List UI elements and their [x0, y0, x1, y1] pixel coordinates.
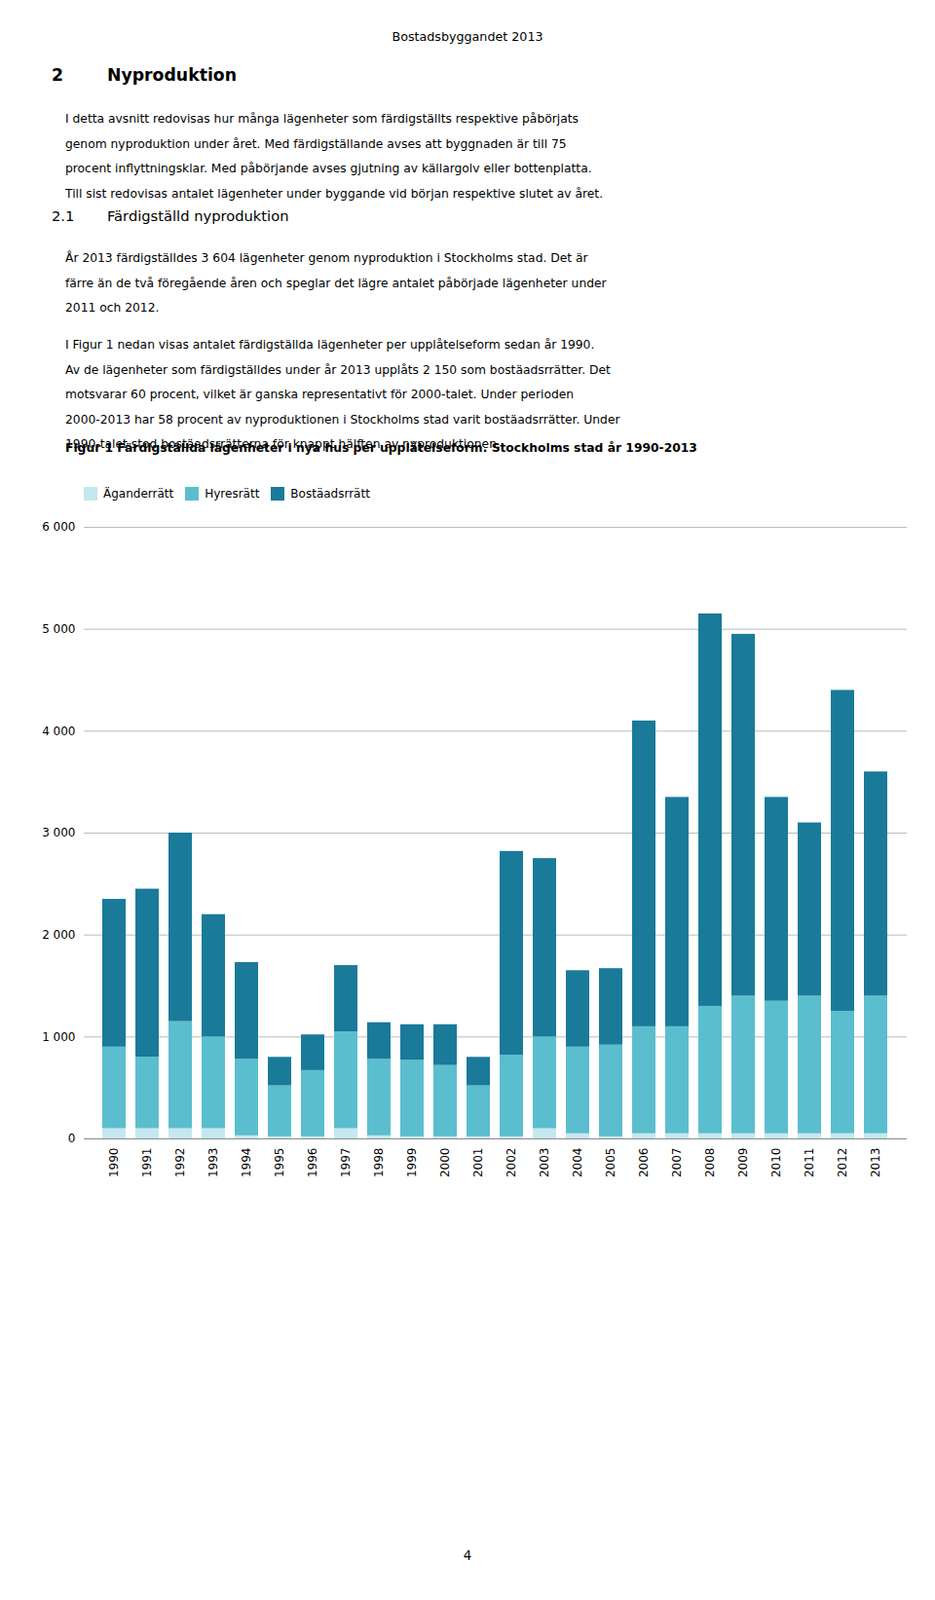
svg-text:2004: 2004 — [570, 1148, 585, 1179]
svg-text:1998: 1998 — [372, 1148, 386, 1179]
svg-text:1 000: 1 000 — [41, 1030, 75, 1045]
html-text:motsvarar 60 procent, vilket ä: motsvarar 60 procent, vilket är ganska r… — [65, 387, 574, 402]
html-text:I Figur 1 nedan visas antalet: I Figur 1 nedan visas antalet färdigstäl… — [65, 338, 595, 352]
html-text:genom nyproduktion under året.: genom nyproduktion under året. Med färdi… — [65, 136, 567, 151]
svg-text:1999: 1999 — [405, 1148, 419, 1179]
html-text:procent inflyttningsklar. Med: procent inflyttningsklar. Med påbörjande… — [65, 161, 592, 176]
svg-text:2 000: 2 000 — [41, 928, 75, 942]
svg-text:1990: 1990 — [107, 1148, 121, 1179]
svg-text:2010: 2010 — [769, 1148, 784, 1179]
svg-text:1992: 1992 — [173, 1148, 187, 1179]
svg-text:2000: 2000 — [438, 1148, 452, 1179]
html-text:Bostäadsrrätt: Bostäadsrrätt — [290, 486, 371, 501]
svg-text:1996: 1996 — [305, 1148, 320, 1179]
svg-text:1994: 1994 — [239, 1148, 254, 1179]
svg-text:2012: 2012 — [835, 1148, 850, 1179]
html-text:2.1: 2.1 — [51, 207, 75, 225]
html-text:4: 4 — [463, 1548, 472, 1564]
svg-text:2002: 2002 — [504, 1148, 519, 1179]
svg-text:4 000: 4 000 — [41, 724, 75, 739]
html-text:Hyresrätt: Hyresrätt — [204, 486, 260, 501]
html-text:År 2013 färdigställdes 3 604 l: År 2013 färdigställdes 3 604 lägenheter … — [65, 251, 588, 265]
svg-text:1993: 1993 — [206, 1148, 221, 1179]
svg-text:2011: 2011 — [802, 1148, 817, 1179]
svg-text:2005: 2005 — [603, 1148, 618, 1179]
svg-text:3 000: 3 000 — [41, 825, 75, 840]
html-text:2: 2 — [51, 65, 64, 85]
html-text:Färdigställd nyproduktion: Färdigställd nyproduktion — [107, 207, 289, 225]
html-text:Nyproduktion: Nyproduktion — [107, 65, 237, 85]
html-text:Äganderrätt: Äganderrätt — [103, 486, 174, 501]
html-text:2000-2013 har 58 procent av ny: 2000-2013 har 58 procent av nyproduktion… — [65, 412, 620, 427]
html-text:I detta avsnitt redovisas hur: I detta avsnitt redovisas hur många läge… — [65, 112, 579, 126]
html-text:Till sist redovisas antalet lä: Till sist redovisas antalet lägenheter u… — [65, 186, 603, 201]
svg-text:2013: 2013 — [868, 1148, 883, 1179]
svg-text:6 000: 6 000 — [41, 520, 75, 534]
html-text:2011 och 2012.: 2011 och 2012. — [65, 300, 160, 315]
svg-text:2009: 2009 — [736, 1148, 750, 1179]
svg-text:2007: 2007 — [670, 1148, 684, 1179]
svg-text:2006: 2006 — [636, 1148, 651, 1179]
svg-text:5 000: 5 000 — [41, 622, 75, 636]
html-text:1990-talet stod bostäadsrrätte: 1990-talet stod bostäadsrrätterna för kn… — [65, 437, 501, 452]
svg-text:1997: 1997 — [338, 1148, 353, 1179]
html-text:Figur 1 Färdigställda lägenhet: Figur 1 Färdigställda lägenheter i nya h… — [65, 441, 698, 455]
html-text:färre än de två föregående åre: färre än de två föregående åren och speg… — [65, 276, 607, 290]
svg-text:0: 0 — [68, 1131, 76, 1146]
svg-text:1991: 1991 — [140, 1148, 154, 1179]
html-text:Av de lägenheter som färdigstä: Av de lägenheter som färdigställdes unde… — [65, 363, 611, 377]
svg-text:1995: 1995 — [272, 1148, 287, 1179]
svg-text:2008: 2008 — [703, 1148, 717, 1179]
svg-text:2003: 2003 — [537, 1148, 552, 1179]
html-text:Bostadsbyggandet 2013: Bostadsbyggandet 2013 — [391, 29, 544, 44]
svg-text:2001: 2001 — [471, 1148, 486, 1179]
